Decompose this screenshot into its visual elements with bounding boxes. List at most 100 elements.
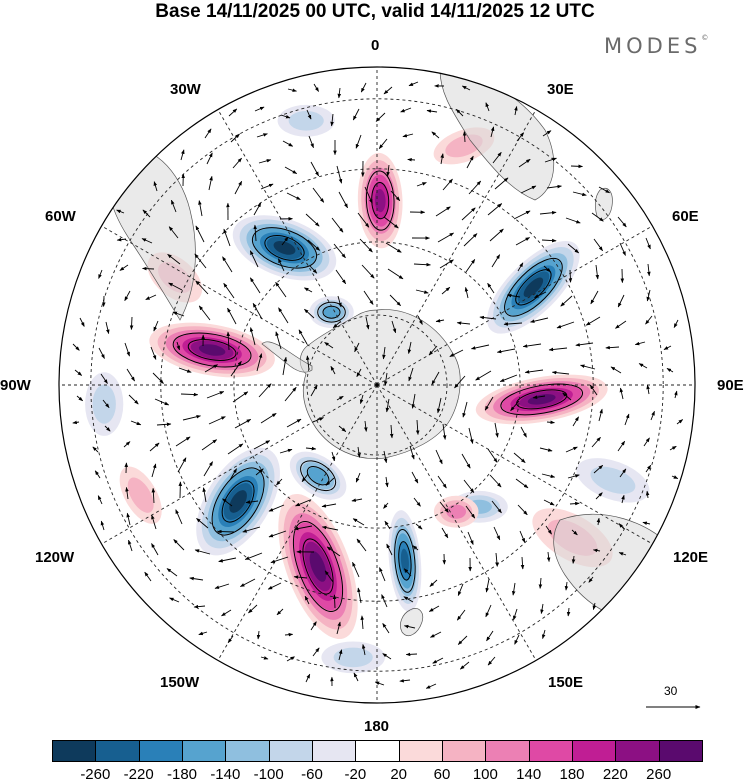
- wind-arrow: [201, 439, 218, 451]
- wind-arrow: [468, 180, 482, 195]
- wind-arrow: [282, 356, 288, 376]
- wind-arrow: [515, 478, 529, 489]
- wind-arrow: [92, 446, 99, 453]
- wind-arrow: [309, 265, 318, 274]
- anomaly-positive-8: [475, 374, 608, 425]
- anomaly-negative-2: [196, 447, 280, 556]
- colorbar-tick-label: -180: [166, 766, 198, 783]
- wind-arrow: [286, 418, 302, 428]
- wind-arrow: [79, 317, 85, 327]
- colorbar-tick-label: 260: [646, 766, 672, 783]
- wind-arrow: [492, 151, 502, 164]
- wind-arrow: [663, 345, 672, 351]
- wind-arrow: [565, 446, 578, 453]
- wind-arrow: [493, 526, 501, 541]
- wind-arrow: [152, 372, 164, 384]
- wind-arrow: [449, 349, 464, 358]
- wind-arrow: [226, 331, 231, 351]
- modes-brand-logo: MODES©: [604, 34, 708, 58]
- anomaly-negative-0: [232, 215, 337, 281]
- wind-arrow: [305, 355, 310, 371]
- wind-arrow: [258, 159, 272, 164]
- wind-arrow: [172, 311, 185, 317]
- wind-arrow: [572, 416, 579, 427]
- wind-arrow: [520, 556, 525, 570]
- wind-arrow: [431, 131, 440, 139]
- wind-arrow: [321, 525, 339, 531]
- lon-label-90e: 90E: [717, 377, 744, 394]
- wind-arrow: [673, 319, 679, 329]
- wind-arrow: [645, 237, 651, 250]
- wind-arrow: [545, 525, 552, 535]
- wind-arrow: [455, 108, 464, 117]
- wind-arrow: [268, 504, 285, 512]
- wind-arrow: [255, 468, 264, 476]
- wind-arrow: [461, 85, 471, 91]
- anomaly-contour-fill: [309, 551, 327, 582]
- wind-arrow: [268, 530, 287, 538]
- wind-arrow: [382, 653, 392, 660]
- wind-arrow: [647, 263, 651, 277]
- wind-arrow: [544, 157, 557, 163]
- wind-arrow: [227, 307, 237, 325]
- wind-arrow: [541, 473, 556, 478]
- wind-arrow: [387, 268, 404, 280]
- wind-arrow: [408, 81, 419, 87]
- wind-arrow: [151, 543, 159, 556]
- wind-arrow: [437, 475, 447, 489]
- wind-arrow: [510, 400, 520, 412]
- wind-arrow: [365, 316, 370, 330]
- anomaly-negative-19: [321, 641, 385, 674]
- wind-arrow: [538, 577, 543, 589]
- wind-arrow: [487, 656, 496, 666]
- wind-arrow: [541, 629, 546, 640]
- wind-arrow: [415, 523, 423, 530]
- wind-arrow: [384, 520, 391, 530]
- colorbar-swatch: [312, 740, 357, 762]
- wind-arrow: [506, 293, 521, 298]
- wind-arrow: [405, 652, 418, 657]
- wind-arrow: [305, 673, 311, 683]
- wind-arrow: [494, 422, 499, 438]
- wind-arrow: [249, 327, 256, 346]
- wind-arrow: [383, 372, 388, 386]
- wind-arrow: [516, 132, 525, 142]
- wind-arrow: [223, 228, 231, 247]
- wind-vector-field: [72, 81, 684, 689]
- wind-arrow: [513, 452, 526, 463]
- wind-arrow: [218, 557, 237, 563]
- wind-arrow: [592, 548, 601, 553]
- wind-arrow: [217, 529, 235, 534]
- wind-arrow: [585, 316, 601, 326]
- wind-arrow: [541, 238, 557, 243]
- anomaly-contour-fill: [590, 466, 636, 494]
- wind-arrow: [168, 226, 179, 239]
- anomaly-contour-fill: [229, 490, 247, 513]
- wind-arrow: [425, 683, 437, 689]
- wind-arrow: [517, 262, 524, 272]
- wind-arrow: [621, 494, 625, 504]
- wind-arrow: [403, 596, 414, 603]
- anomaly-contour-line: [504, 258, 563, 317]
- colorbar-tick-label: 100: [472, 766, 498, 783]
- wind-arrow: [378, 138, 388, 149]
- meridian-line: [87, 384, 378, 553]
- wind-arrow: [364, 420, 368, 432]
- wind-arrow: [403, 624, 416, 629]
- wind-arrow: [389, 294, 401, 307]
- colorbar-tick-label: 140: [516, 766, 542, 783]
- wind-arrow: [245, 500, 259, 504]
- wind-arrow: [619, 468, 627, 478]
- wind-arrow: [518, 158, 531, 168]
- wind-arrow: [391, 320, 397, 334]
- wind-arrow: [567, 474, 580, 479]
- anomaly-contour-fill: [273, 241, 296, 255]
- wind-arrow: [149, 442, 160, 452]
- anomaly-negative-17: [85, 372, 124, 436]
- wind-arrow: [361, 644, 366, 656]
- anomaly-contour-line: [398, 541, 412, 581]
- reference-vector-label: 30: [664, 684, 678, 698]
- wind-arrow: [253, 440, 271, 450]
- wind-arrow: [202, 487, 207, 503]
- colorbar-tick-label: 220: [602, 766, 628, 783]
